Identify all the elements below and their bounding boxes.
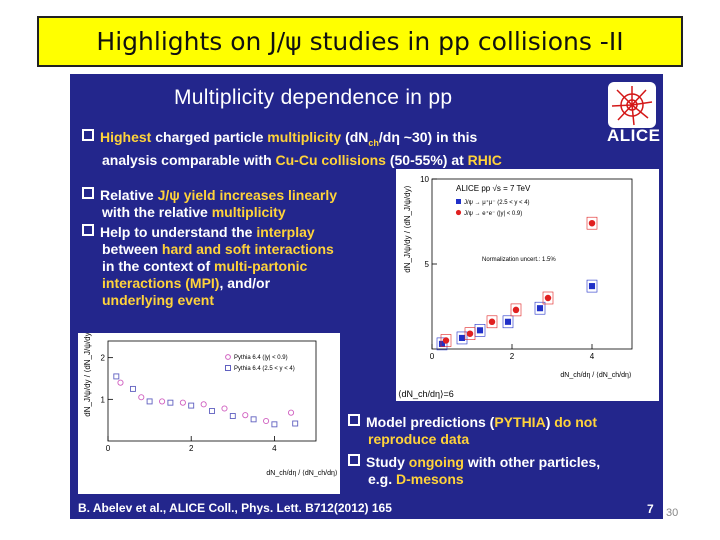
x-tick-label: 2 <box>189 444 194 453</box>
error-box <box>436 337 448 351</box>
x-tick-label: 4 <box>272 444 277 453</box>
data-point <box>588 283 596 290</box>
alice-logo-icon <box>608 82 656 128</box>
alice-logo-text: ALICE <box>607 126 661 145</box>
y-tick-label: 10 <box>420 175 429 184</box>
bullet-interplay: Help to understand the interplay between… <box>82 224 334 309</box>
main-plot: dN_J/ψ/dy / ⟨dN_J/ψ/dy⟩ ALICE pp √s = 7 … <box>396 169 659 401</box>
y-tick-label: 1 <box>101 395 106 404</box>
main-plot-chart: dN_J/ψ/dy / ⟨dN_J/ψ/dy⟩ ALICE pp √s = 7 … <box>398 175 633 399</box>
pythia-plot-xlabel: dN_ch/dη / ⟨dN_ch/dη⟩ <box>266 469 337 477</box>
data-point <box>544 294 552 302</box>
error-box <box>440 334 452 347</box>
data-point <box>113 373 120 380</box>
data-point <box>221 405 228 412</box>
data-point <box>130 385 136 392</box>
data-point <box>287 409 295 416</box>
error-box <box>502 315 514 329</box>
main-plot-ylabel: dN_J/ψ/dy / ⟨dN_J/ψ/dy⟩ <box>403 185 412 272</box>
main-plot-legend-ee: J/ψ → e⁺e⁻ (|y| < 0.9) <box>464 210 522 217</box>
data-point <box>263 417 270 425</box>
pythia-legend-marker-fwd <box>225 365 231 371</box>
slide-heading-text: Highlights on J/ψ studies in pp collisio… <box>96 27 624 56</box>
data-point <box>504 318 512 325</box>
data-point <box>466 330 474 337</box>
y-tick-label: 2 <box>101 354 106 363</box>
data-point <box>200 401 207 408</box>
legend-marker-mumu <box>456 199 461 204</box>
pythia-plot-chart: dN_J/ψ/dy / ⟨dN_J/ψ/dy⟩ Pythia 6.4 (|y| … <box>83 329 338 477</box>
main-plot-xlabel: dN_ch/dη / ⟨dN_ch/dη⟩ <box>560 371 631 379</box>
reference-citation: B. Abelev et al., ALICE Coll., Phys. Let… <box>78 501 392 515</box>
data-point <box>476 327 484 334</box>
main-plot-norm: Normalization uncert.: 1.5% <box>482 257 556 263</box>
slide-heading: Highlights on J/ψ studies in pp collisio… <box>37 16 683 67</box>
x-tick-label: 4 <box>590 352 595 361</box>
data-point <box>242 412 249 419</box>
error-box <box>542 291 554 305</box>
error-box <box>534 301 546 315</box>
data-point <box>159 398 166 405</box>
data-point <box>512 306 520 314</box>
data-point <box>138 394 145 401</box>
data-point <box>588 219 596 227</box>
page-number: 30 <box>666 507 679 519</box>
main-plot-legend-mumu: J/ψ → μ⁺μ⁻ (2.5 < y < 4) <box>464 199 530 206</box>
error-box <box>586 279 598 293</box>
bullet-multiplicity: Highest charged particle multiplicity (d… <box>82 129 502 169</box>
slide-number: 7 <box>647 502 654 516</box>
error-box <box>586 216 598 230</box>
y-tick-label: 5 <box>425 260 430 269</box>
data-point <box>536 305 544 312</box>
main-plot-header: ALICE pp √s = 7 TeV <box>456 184 531 193</box>
x-tick-label: 0 <box>106 444 111 453</box>
data-point <box>209 408 215 414</box>
bullet-box-icon <box>348 454 360 466</box>
pythia-legend-marker-mid <box>225 354 231 360</box>
data-point <box>488 318 496 326</box>
data-point <box>458 334 466 342</box>
data-point <box>271 421 278 428</box>
legend-marker-ee <box>455 209 462 216</box>
plot-frame <box>107 340 317 442</box>
embedded-slide: Multiplicity dependence in pp ALICE High… <box>70 74 663 519</box>
data-point <box>188 402 195 409</box>
pythia-plot-ylabel: dN_J/ψ/dy / ⟨dN_J/ψ/dy⟩ <box>83 333 92 417</box>
bullet-box-icon <box>82 129 94 141</box>
slide-title: Multiplicity dependence in pp <box>174 86 453 109</box>
pythia-legend-fwd: Pythia 6.4 (2.5 < y < 4) <box>234 366 295 372</box>
x-tick-label: 0 <box>430 352 435 361</box>
data-point <box>292 420 299 427</box>
bullet-ongoing-study: Study ongoing with other particles, e.g.… <box>348 454 600 488</box>
data-point <box>167 399 174 406</box>
error-box <box>510 303 522 317</box>
error-box <box>486 315 498 329</box>
bullet-box-icon <box>82 224 94 236</box>
bullet-linear-yield: Relative J/ψ yield increases linearly wi… <box>82 187 337 221</box>
data-point <box>179 399 186 406</box>
data-point <box>250 416 257 423</box>
plot-frame <box>431 178 633 350</box>
bullet-model-predictions: Model predictions (PYTHIA) do not reprod… <box>348 414 597 448</box>
error-box <box>456 331 468 345</box>
data-point <box>442 337 450 344</box>
bullet-box-icon <box>348 414 360 426</box>
pythia-plot: dN_J/ψ/dy / ⟨dN_J/ψ/dy⟩ Pythia 6.4 (|y| … <box>78 329 340 494</box>
data-point <box>146 398 153 405</box>
main-plot-below-label: ⟨dN_ch/dη⟩=6 <box>398 389 454 399</box>
bullet-box-icon <box>82 187 94 199</box>
x-tick-label: 2 <box>510 352 515 361</box>
data-point <box>117 379 124 386</box>
error-box <box>464 327 476 340</box>
data-point <box>229 413 236 419</box>
pythia-legend-mid: Pythia 6.4 (|y| < 0.9) <box>234 355 288 361</box>
